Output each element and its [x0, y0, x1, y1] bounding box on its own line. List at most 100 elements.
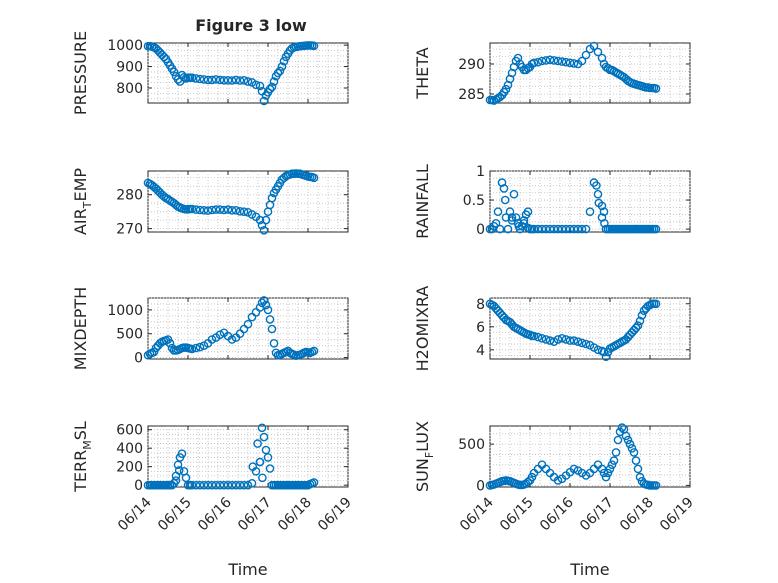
data-point [247, 478, 257, 488]
data-point [223, 480, 233, 490]
data-point [607, 460, 617, 470]
data-point [561, 335, 571, 344]
data-point [255, 457, 265, 467]
data-point [573, 337, 583, 347]
data-point [207, 480, 217, 490]
data-point [191, 343, 201, 353]
xtick-label: 06/15 [155, 495, 195, 535]
data-point [589, 41, 599, 51]
data-point [223, 205, 233, 214]
data-point [573, 224, 583, 234]
data-point [255, 81, 265, 91]
data-point [195, 74, 205, 84]
data-point [609, 456, 619, 465]
data-point [248, 462, 258, 472]
data-point [529, 224, 539, 234]
data-point [585, 207, 595, 216]
series-points [143, 423, 319, 490]
data-point [271, 348, 281, 358]
data-point [207, 205, 217, 215]
data-point [199, 205, 209, 215]
data-point [251, 80, 261, 90]
xtick-label: 06/16 [195, 494, 235, 534]
ytick-label: 4 [476, 343, 485, 359]
data-point [545, 336, 555, 345]
xtick-label: 06/18 [275, 495, 315, 535]
data-point [493, 207, 503, 216]
data-point [261, 215, 271, 225]
data-point [629, 448, 639, 457]
data-point [533, 224, 543, 234]
data-point [263, 305, 273, 315]
data-point [259, 432, 269, 442]
ytick-label: 400 [116, 441, 143, 457]
data-point [207, 335, 217, 344]
xtick-label: 06/15 [497, 495, 537, 535]
ylabel-mixdepth: MIXDEPTH [71, 287, 90, 370]
data-point [259, 296, 269, 305]
ytick-label: 8 [476, 297, 485, 313]
data-point [267, 324, 277, 334]
data-point [527, 472, 537, 482]
data-point [553, 56, 563, 66]
data-point [533, 57, 543, 67]
data-point [541, 224, 551, 234]
data-point [617, 423, 627, 432]
data-point [557, 57, 567, 66]
ytick-label: 500 [458, 437, 485, 453]
data-point [259, 225, 269, 235]
data-point [549, 56, 559, 65]
ylabel-terr_msl: TERRMSL [71, 421, 94, 493]
data-point [631, 323, 641, 333]
data-point [265, 84, 275, 94]
data-point [561, 57, 571, 67]
data-point [235, 480, 245, 490]
data-point [537, 333, 547, 343]
data-point [577, 224, 587, 234]
data-point [503, 224, 513, 234]
data-point [569, 224, 579, 234]
data-point [594, 198, 604, 208]
data-point [651, 299, 661, 309]
data-point [187, 344, 197, 354]
data-point [219, 205, 229, 215]
data-point [553, 224, 563, 234]
data-point [533, 332, 543, 342]
data-point [545, 224, 555, 234]
ytick-label: 0 [476, 222, 485, 238]
data-point [219, 480, 229, 490]
data-point [529, 331, 539, 341]
subplot-h2omixra: 4 6 8 H2OMIXRA [413, 286, 691, 372]
data-point [631, 456, 641, 465]
data-point [603, 468, 613, 478]
xtick-label: 06/19 [315, 495, 355, 535]
series-points [485, 423, 661, 490]
ytick-label: 1000 [107, 303, 143, 319]
data-point [211, 205, 221, 214]
ytick-label: 1 [476, 164, 485, 180]
data-point [199, 480, 209, 490]
data-point [219, 76, 229, 85]
data-point [259, 96, 269, 106]
data-point [507, 213, 517, 222]
data-point [577, 338, 587, 348]
data-point [239, 480, 249, 490]
subplot-rainfall: 0 0.5 1 RAINFALL [413, 164, 691, 239]
data-point [261, 300, 271, 310]
data-point [191, 205, 201, 214]
data-point [215, 75, 225, 85]
data-point [509, 189, 519, 199]
data-point [495, 224, 505, 234]
data-point [581, 50, 591, 60]
ytick-label: 290 [458, 57, 485, 73]
ytick-label: 0 [134, 478, 143, 494]
data-point [611, 448, 621, 457]
ylabel-h2omixra: H2OMIXRA [413, 286, 432, 372]
ytick-label: 270 [116, 222, 143, 238]
data-point [203, 75, 213, 85]
data-point [255, 215, 265, 225]
data-point [227, 76, 237, 85]
data-point [215, 205, 225, 214]
